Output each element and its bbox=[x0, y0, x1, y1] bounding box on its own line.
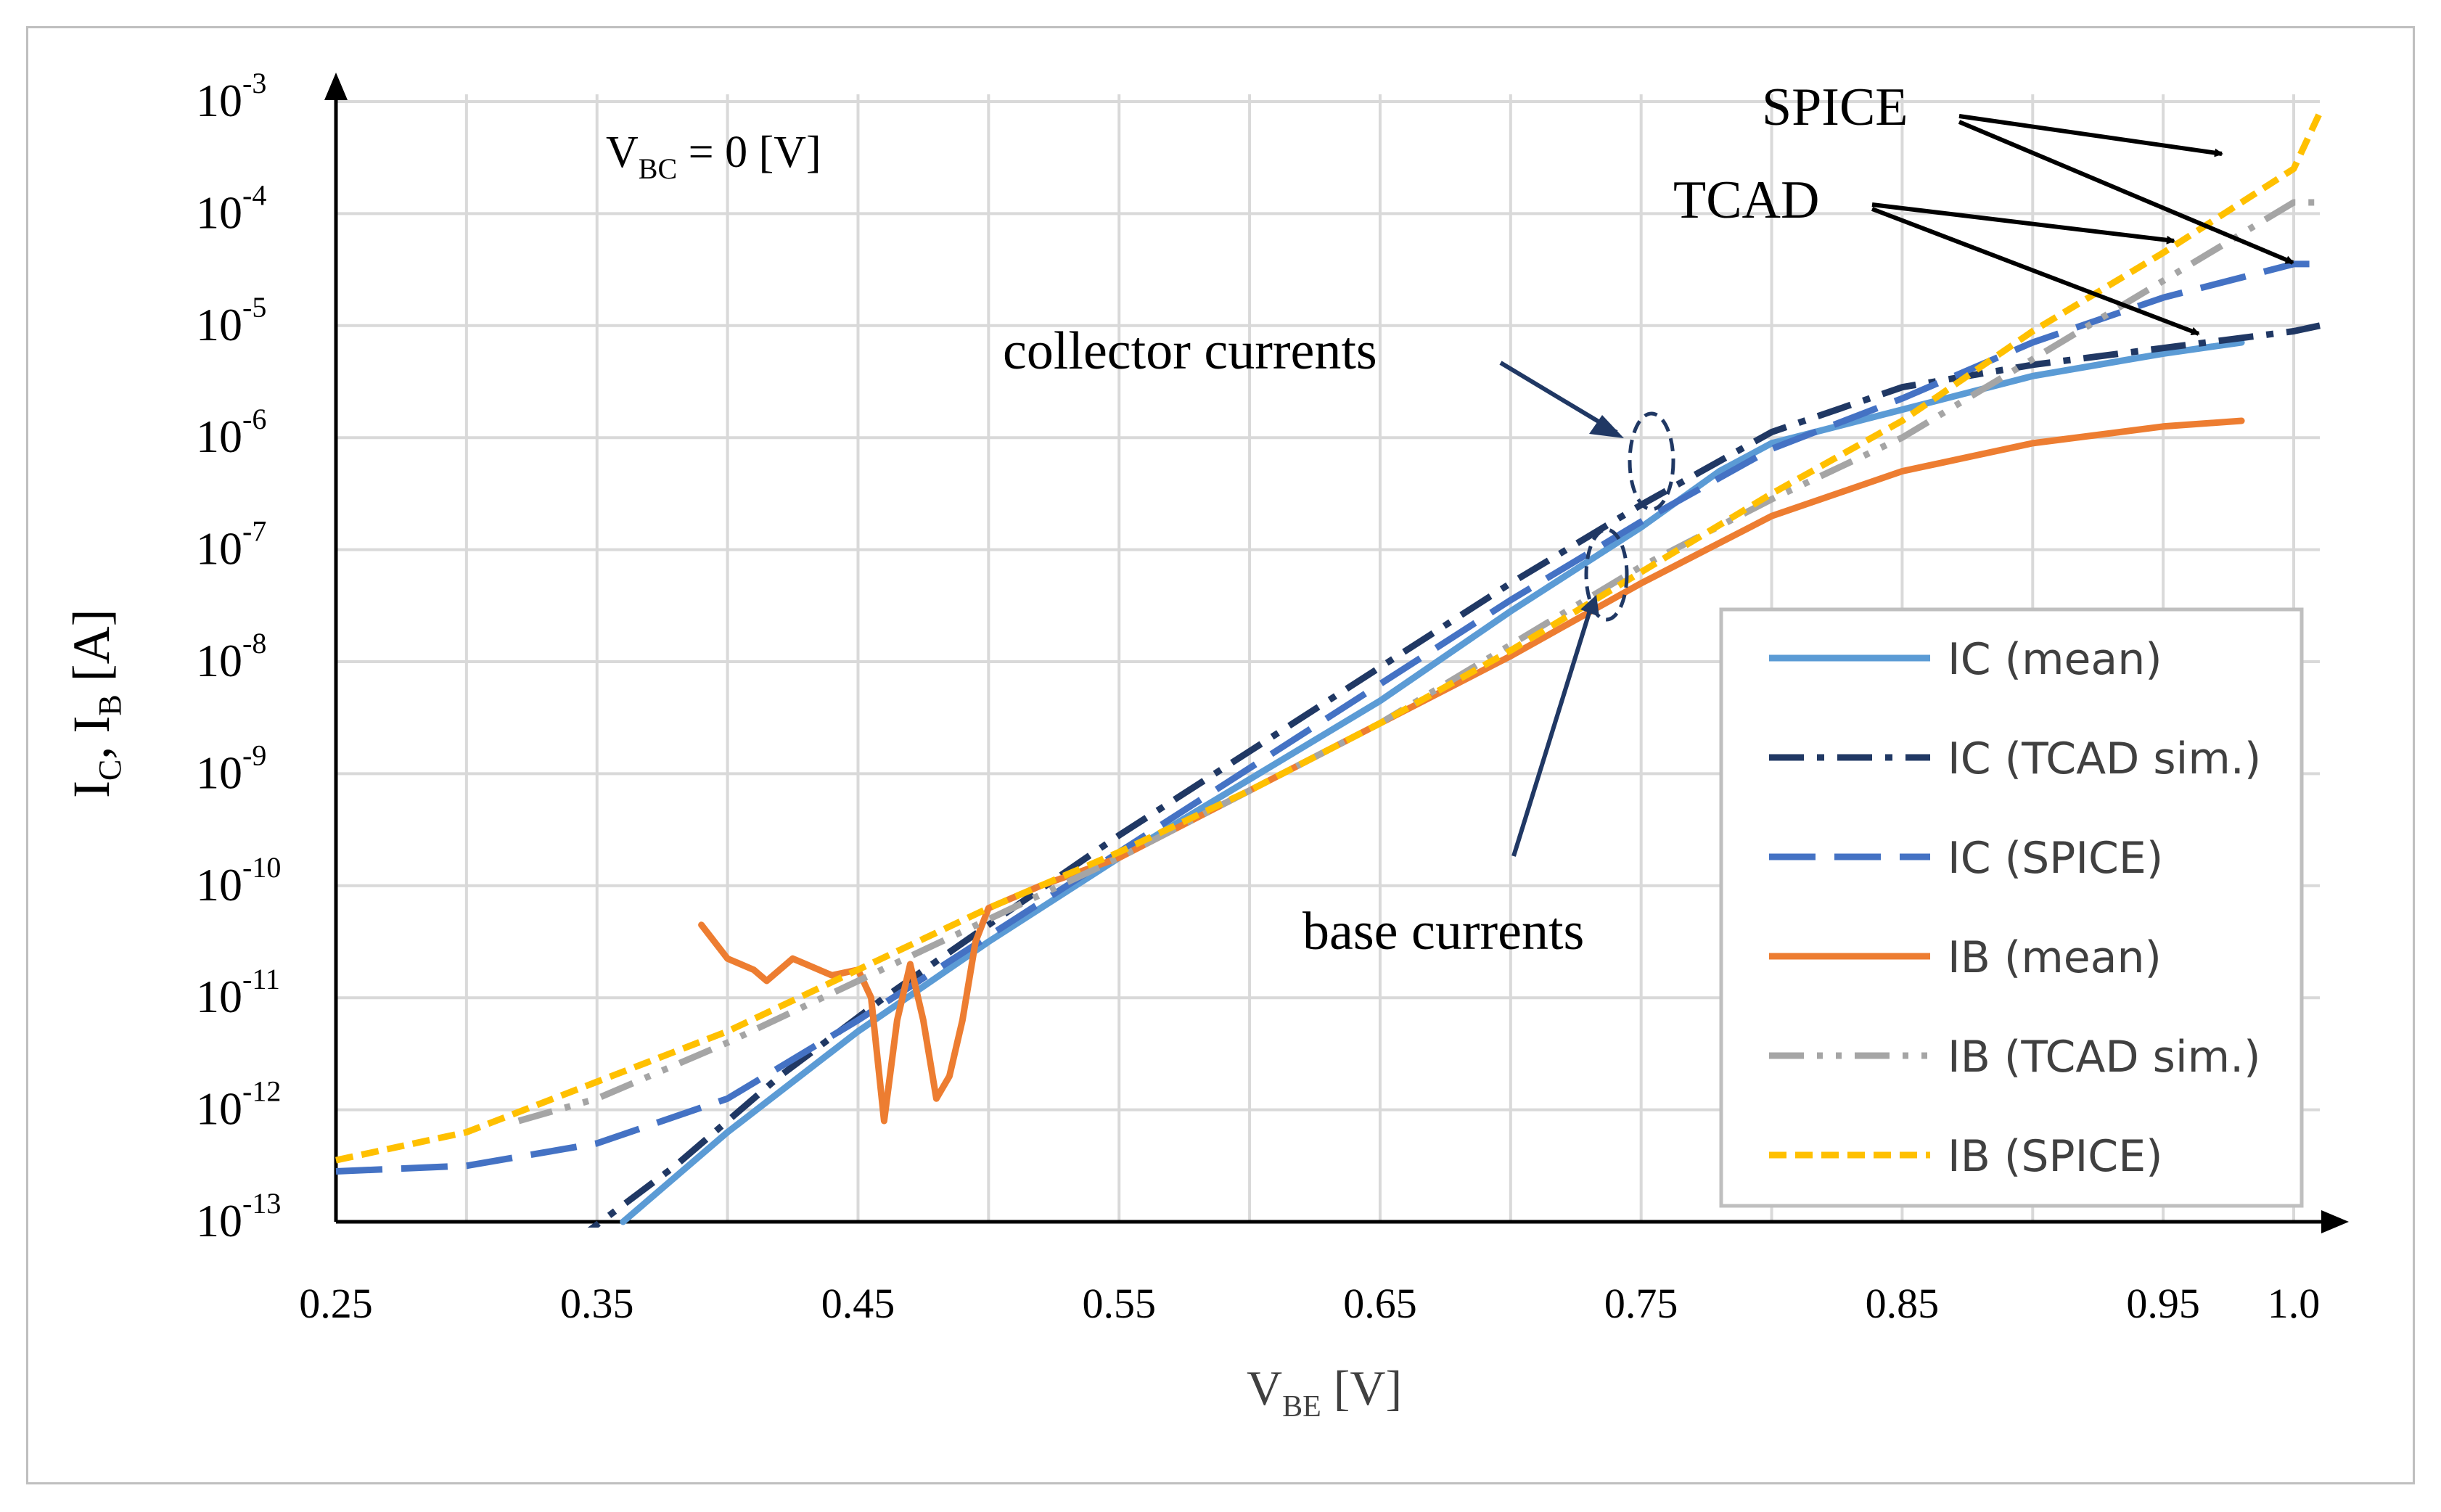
y-tick-exponent: -6 bbox=[242, 403, 266, 435]
y-tick-exponent: -9 bbox=[242, 739, 266, 771]
y-tick-exponent: -12 bbox=[242, 1075, 281, 1108]
axes bbox=[324, 73, 2349, 1233]
x-tick-label: 0.55 bbox=[1082, 1280, 1156, 1327]
collector-pointer-head bbox=[1589, 415, 1624, 438]
y-tick-exponent: -5 bbox=[242, 291, 266, 324]
y-tick-base: 10 bbox=[196, 1083, 242, 1135]
y-tick-label: 10-8 bbox=[196, 627, 266, 686]
axis-titles: VBE [V] IC, IB [A] bbox=[62, 609, 1402, 1423]
base-pointer-line bbox=[1511, 603, 1594, 857]
y-axis-title-sub-c: C bbox=[92, 760, 128, 781]
y-tick-exponent: -13 bbox=[242, 1187, 281, 1220]
y-tick-base: 10 bbox=[196, 299, 242, 350]
x-axis-title-unit: [V] bbox=[1321, 1360, 1402, 1416]
y-tick-label: 10-13 bbox=[196, 1187, 281, 1246]
condition-label-sub: BC bbox=[639, 152, 677, 185]
y-tick-base: 10 bbox=[196, 859, 242, 911]
y-tick-label: 10-12 bbox=[196, 1075, 281, 1135]
x-axis-title: VBE [V] bbox=[1247, 1360, 1402, 1423]
y-tick-label: 10-6 bbox=[196, 403, 266, 462]
y-tick-exponent: -11 bbox=[242, 963, 280, 995]
y-tick-exponent: -10 bbox=[242, 851, 281, 884]
y-axis-title: IC, IB [A] bbox=[62, 609, 128, 798]
y-tick-exponent: -3 bbox=[242, 67, 266, 99]
x-tick-label: 0.35 bbox=[560, 1280, 634, 1327]
y-tick-label: 10-11 bbox=[196, 963, 280, 1022]
y-tick-base: 10 bbox=[196, 75, 242, 126]
y-tick-label: 10-9 bbox=[196, 739, 266, 798]
y-tick-label: 10-3 bbox=[196, 67, 266, 126]
condition-label-main: V bbox=[606, 128, 639, 177]
y-tick-label: 10-5 bbox=[196, 291, 266, 350]
tcad-label: TCAD bbox=[1673, 170, 1819, 230]
collector-pointer-line bbox=[1499, 361, 1618, 435]
y-tick-base: 10 bbox=[196, 747, 242, 798]
y-tick-label: 10-10 bbox=[196, 851, 281, 911]
series-lines bbox=[335, 111, 2322, 1228]
x-tick-label: 0.25 bbox=[299, 1280, 373, 1327]
collector-currents-label: collector currents bbox=[1003, 321, 1377, 381]
x-axis-arrow bbox=[2321, 1210, 2349, 1233]
annotations: VBC = 0 [V] SPICE TCAD collector currents ba… bbox=[606, 78, 2294, 961]
x-tick-label: 0.75 bbox=[1604, 1280, 1678, 1327]
series-line-ic-tcad-sim bbox=[587, 322, 2321, 1228]
spice-label: SPICE bbox=[1762, 78, 1908, 137]
collector-ellipse bbox=[1628, 411, 1675, 511]
base-currents-label: base currents bbox=[1302, 902, 1584, 961]
legend-label: IC (mean) bbox=[1948, 634, 2162, 685]
y-tick-label: 10-4 bbox=[196, 178, 266, 238]
y-axis-title-sub-b: B bbox=[92, 694, 128, 715]
y-tick-base: 10 bbox=[196, 635, 242, 686]
legend-box bbox=[1719, 607, 2304, 1208]
x-axis-title-sub: BE bbox=[1282, 1390, 1321, 1423]
tcad-arrow-ic bbox=[1871, 207, 2200, 336]
condition-label: VBC = 0 [V] bbox=[606, 128, 821, 185]
y-axis-title-unit: [A] bbox=[62, 609, 120, 694]
legend-label: IC (SPICE) bbox=[1948, 833, 2163, 884]
x-tick-label: 0.95 bbox=[2126, 1280, 2200, 1327]
y-axis-arrow bbox=[324, 73, 348, 100]
y-tick-base: 10 bbox=[196, 971, 242, 1022]
y-axis-title-i1: I bbox=[62, 781, 120, 798]
spice-arrow-ic bbox=[1958, 120, 2294, 265]
legend-label: IB (mean) bbox=[1948, 932, 2162, 983]
y-tick-base: 10 bbox=[196, 523, 242, 575]
tick-labels: 0.25 0.35 0.45 0.55 0.65 0.75 0.85 0.95 1.010-13… bbox=[196, 67, 2320, 1327]
condition-label-rest: = 0 [V] bbox=[677, 128, 821, 177]
y-tick-base: 10 bbox=[196, 411, 242, 462]
y-axis-title-i2: , I bbox=[62, 716, 120, 760]
x-axis-title-main: V bbox=[1247, 1360, 1282, 1416]
y-tick-exponent: -8 bbox=[242, 627, 266, 660]
spice-arrow-ib bbox=[1958, 114, 2223, 157]
x-tick-label: 1.0 bbox=[2268, 1280, 2321, 1327]
y-tick-exponent: -7 bbox=[242, 515, 266, 548]
base-ellipse bbox=[1584, 527, 1629, 622]
x-tick-label: 0.45 bbox=[821, 1280, 895, 1327]
y-tick-base: 10 bbox=[196, 1195, 242, 1246]
series-line-ib-mean bbox=[698, 417, 2245, 1125]
legend-label: IC (TCAD sim.) bbox=[1948, 734, 2261, 784]
legend-label: IB (TCAD sim.) bbox=[1948, 1032, 2261, 1082]
y-tick-label: 10-7 bbox=[196, 515, 266, 575]
y-tick-base: 10 bbox=[196, 186, 242, 238]
series-line-ic-spice bbox=[335, 260, 2320, 1175]
tcad-arrow-ib bbox=[1871, 202, 2175, 245]
x-tick-label: 0.85 bbox=[1866, 1280, 1940, 1327]
x-tick-label: 0.65 bbox=[1343, 1280, 1417, 1327]
legend-label: IB (SPICE) bbox=[1948, 1131, 2163, 1182]
legend: IC (mean) IC (TCAD sim.) IC (SPICE) IB (mea… bbox=[1719, 607, 2304, 1208]
y-tick-exponent: -4 bbox=[242, 178, 266, 211]
series-line-ib-spice bbox=[335, 111, 2322, 1164]
